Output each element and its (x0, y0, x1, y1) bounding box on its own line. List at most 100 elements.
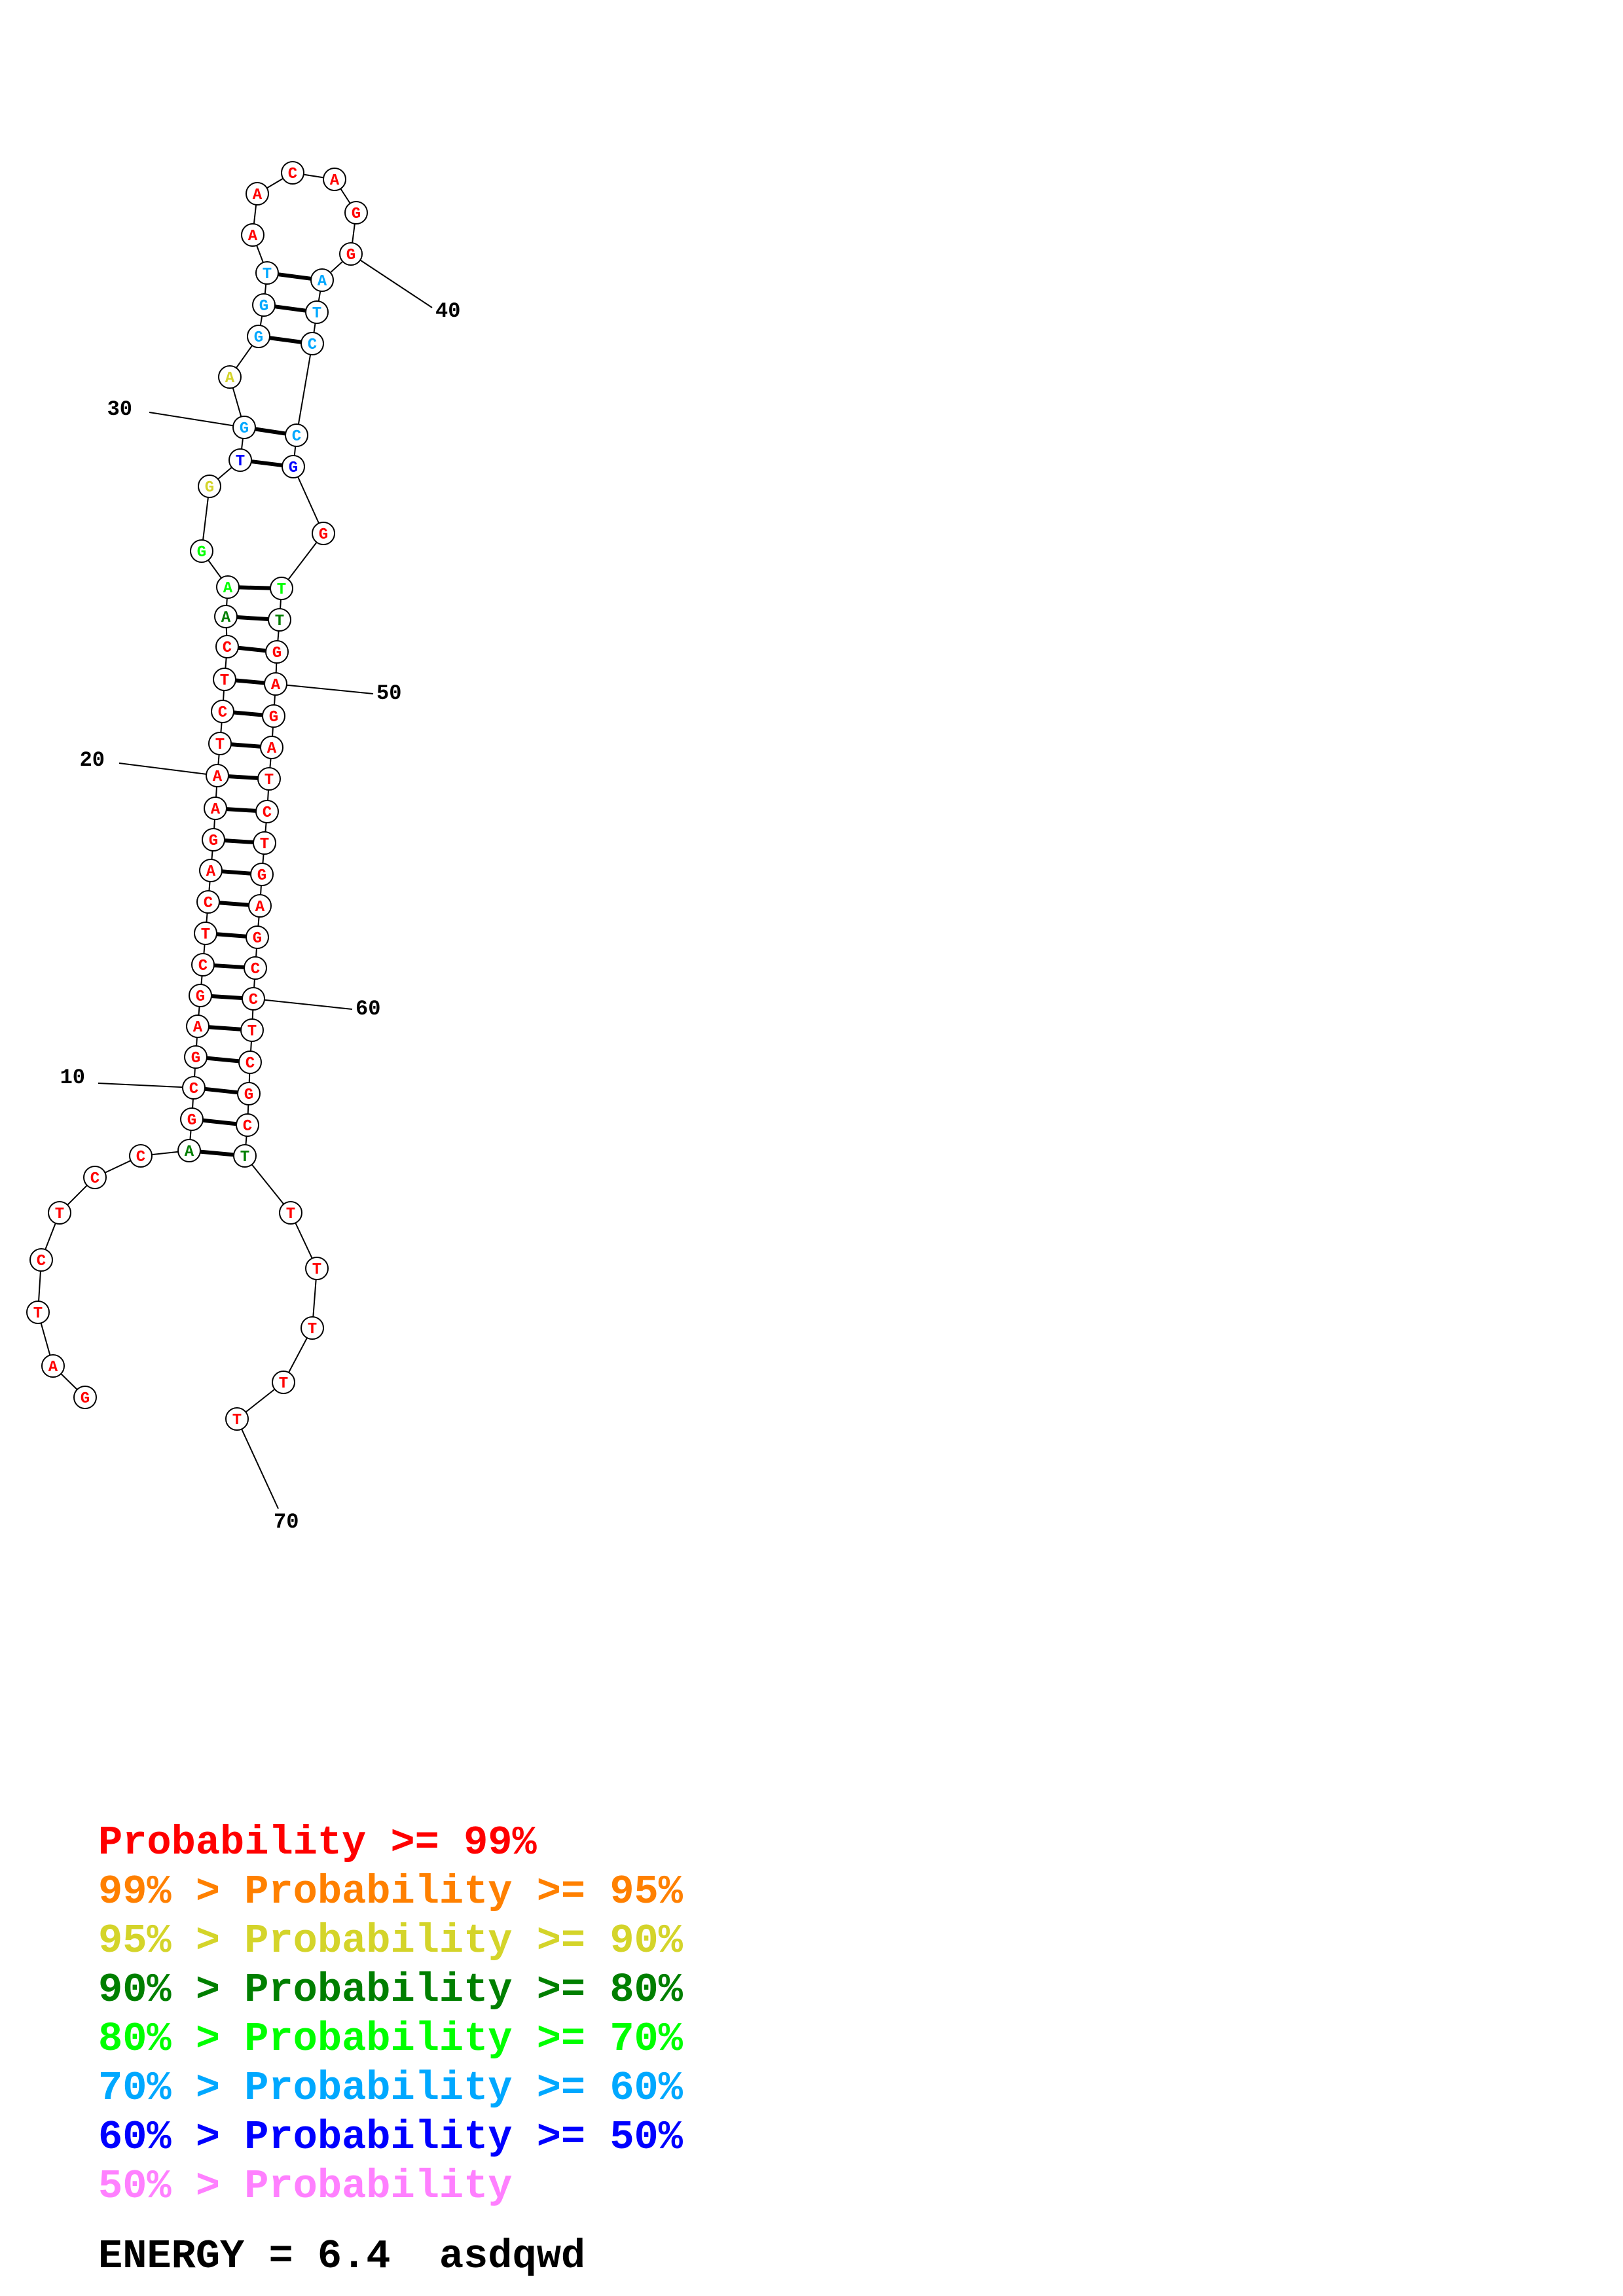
nucleotide-circle (247, 325, 270, 348)
nucleotide: T (305, 300, 329, 324)
nucleotide-circle (279, 1201, 302, 1225)
nucleotide: G (344, 201, 368, 224)
base-pair-bond (200, 1149, 234, 1157)
legend-line-4: 90% > Probability >= 80% (98, 1965, 683, 2015)
nucleotide-letter: C (308, 336, 317, 354)
nucleotide-letter: C (292, 428, 301, 446)
nucleotide-letter: T (264, 772, 274, 789)
nucleotide: C (242, 987, 265, 1011)
nucleotide-circle (305, 1257, 329, 1280)
nucleotide: T (233, 1144, 257, 1168)
nucleotide-letter: G (352, 206, 361, 223)
nucleotide: G (237, 1082, 261, 1105)
nucleotide-letter: A (225, 370, 235, 387)
number-label: 10 (60, 1066, 85, 1090)
nucleotide: A (206, 764, 229, 787)
base-pair-bond (219, 901, 249, 907)
nucleotide-circle (240, 1018, 264, 1042)
nucleotide: G (262, 704, 285, 728)
nucleotide: G (339, 242, 363, 266)
nucleotide: G (252, 293, 276, 317)
nucleotide-letter: A (211, 801, 221, 819)
nucleotide-letter: T (232, 1412, 242, 1429)
base-pair-bond (251, 459, 283, 467)
base-pair-bond (204, 1086, 238, 1095)
legend-line-3: 95% > Probability >= 90% (98, 1916, 683, 1965)
nucleotide: T (253, 831, 276, 855)
nucleotide-circle (190, 539, 213, 563)
legend-label: Probability >= 50% (244, 2114, 683, 2161)
legend-label: Probability >= 80% (244, 1967, 683, 2013)
nucleotide-circle (213, 668, 236, 691)
number-tick-line (119, 762, 207, 775)
nucleotide: A (260, 736, 283, 759)
nucleotide-letter: T (55, 1206, 64, 1223)
number-label: 50 (376, 681, 401, 706)
nucleotide-letter: A (206, 863, 216, 881)
nucleotide-circle (262, 704, 285, 728)
nucleotide: A (310, 268, 334, 292)
nucleotide: T (270, 577, 293, 600)
nucleotide: T (268, 608, 291, 632)
nucleotide-circle (41, 1354, 65, 1378)
nucleotide: A (216, 575, 240, 599)
nucleotide-letter: T (260, 836, 269, 853)
nucleotide-circle (208, 732, 232, 755)
nucleotide-letter: A (213, 768, 223, 786)
nucleotide-circle (182, 1076, 206, 1100)
nucleotide-circle (211, 700, 234, 723)
nucleotide-letter: A (253, 187, 263, 204)
nucleotide: C (236, 1113, 259, 1137)
nucleotide-letter: A (330, 172, 340, 190)
base-pair-bond (236, 615, 269, 621)
nucleotide: C (129, 1144, 153, 1168)
base-pair-bond (238, 585, 271, 590)
nucleotide-letter: G (187, 1112, 196, 1130)
legend-line-5: 80% > Probability >= 70% (98, 2015, 683, 2064)
nucleotide-circle (180, 1107, 204, 1131)
nucleotide: G (232, 416, 256, 439)
nucleotide-letter: T (263, 266, 272, 283)
nucleotide: T (225, 1407, 249, 1431)
nucleotide: A (186, 1014, 210, 1038)
backbone-layer (37, 172, 357, 1420)
nucleotide-circle (73, 1386, 97, 1409)
nucleotide-circle (305, 300, 329, 324)
nucleotide-circle (248, 894, 272, 918)
nucleotide: T (255, 261, 279, 285)
nucleotide: G (73, 1386, 97, 1409)
nucleotide-circle (48, 1201, 71, 1225)
nucleotide: C (244, 956, 267, 980)
nucleotide-circle (191, 953, 215, 977)
nucleotide-letter: A (48, 1359, 58, 1376)
nucleotide: G (247, 325, 270, 348)
nucleotide-letter: A (221, 609, 231, 627)
nucleotide-letter: G (269, 709, 278, 726)
nucleotide: C (29, 1248, 53, 1272)
base-pair-bond (278, 272, 312, 281)
nucleotide: G (246, 925, 269, 949)
nucleotide: C (238, 1050, 262, 1074)
nucleotide-circle (206, 764, 229, 787)
nucleotide-circle (301, 1316, 324, 1340)
nucleotide-circle (29, 1248, 53, 1272)
backbone-segment (296, 343, 313, 436)
nucleotide-circle (129, 1144, 153, 1168)
nucleotide-circle (198, 475, 221, 498)
nucleotide-circle (312, 522, 335, 545)
nucleotide-circle (233, 1144, 257, 1168)
base-pair-bond (230, 742, 261, 749)
nucleotide: G (282, 455, 305, 478)
base-pair-bond (208, 1025, 242, 1031)
probability-legend: Probability >= 99% 99% > Probability >= … (98, 1818, 683, 2211)
base-pair-bond (238, 645, 266, 653)
nucleotide: G (202, 828, 225, 852)
nucleotide-letter: G (81, 1390, 90, 1408)
base-pair-bond (216, 932, 247, 939)
base-pair-bond (255, 427, 286, 436)
nucleotide-letter: C (204, 895, 213, 912)
nucleotide-letter: A (271, 677, 281, 694)
nucleotide: C (196, 890, 220, 914)
